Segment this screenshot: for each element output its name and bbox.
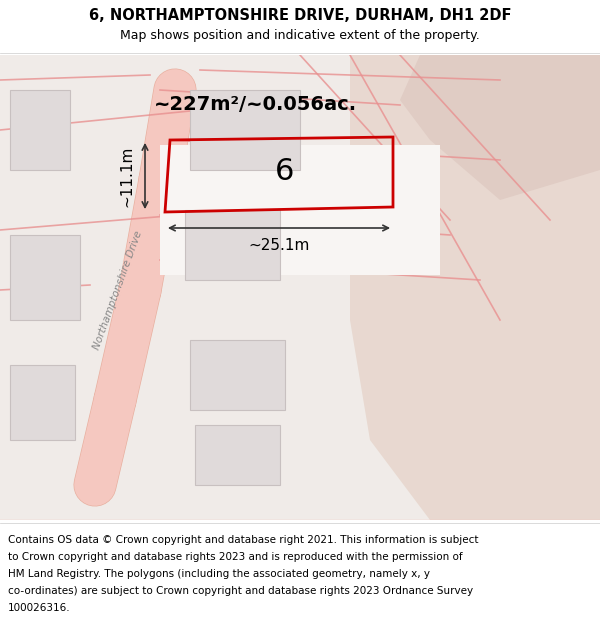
- Text: 6: 6: [275, 158, 295, 186]
- Text: to Crown copyright and database rights 2023 and is reproduced with the permissio: to Crown copyright and database rights 2…: [8, 552, 463, 562]
- Text: Northamptonshire Drive: Northamptonshire Drive: [92, 229, 144, 351]
- Bar: [190, 90, 300, 170]
- Bar: [160, 145, 440, 275]
- Bar: [195, 425, 280, 485]
- Text: HM Land Registry. The polygons (including the associated geometry, namely x, y: HM Land Registry. The polygons (includin…: [8, 569, 430, 579]
- Polygon shape: [350, 55, 600, 520]
- Text: 6, NORTHAMPTONSHIRE DRIVE, DURHAM, DH1 2DF: 6, NORTHAMPTONSHIRE DRIVE, DURHAM, DH1 2…: [89, 8, 511, 22]
- Bar: [10, 365, 75, 440]
- Polygon shape: [400, 55, 600, 200]
- Text: Contains OS data © Crown copyright and database right 2021. This information is : Contains OS data © Crown copyright and d…: [8, 535, 479, 545]
- Text: ~11.1m: ~11.1m: [119, 145, 134, 207]
- Text: Map shows position and indicative extent of the property.: Map shows position and indicative extent…: [120, 29, 480, 41]
- Text: co-ordinates) are subject to Crown copyright and database rights 2023 Ordnance S: co-ordinates) are subject to Crown copyr…: [8, 586, 473, 596]
- Bar: [190, 340, 285, 410]
- Text: ~25.1m: ~25.1m: [248, 239, 310, 254]
- Bar: [10, 90, 70, 170]
- Text: ~227m²/~0.056ac.: ~227m²/~0.056ac.: [154, 96, 356, 114]
- Bar: [185, 210, 280, 280]
- Bar: [10, 235, 80, 320]
- Text: 100026316.: 100026316.: [8, 603, 71, 613]
